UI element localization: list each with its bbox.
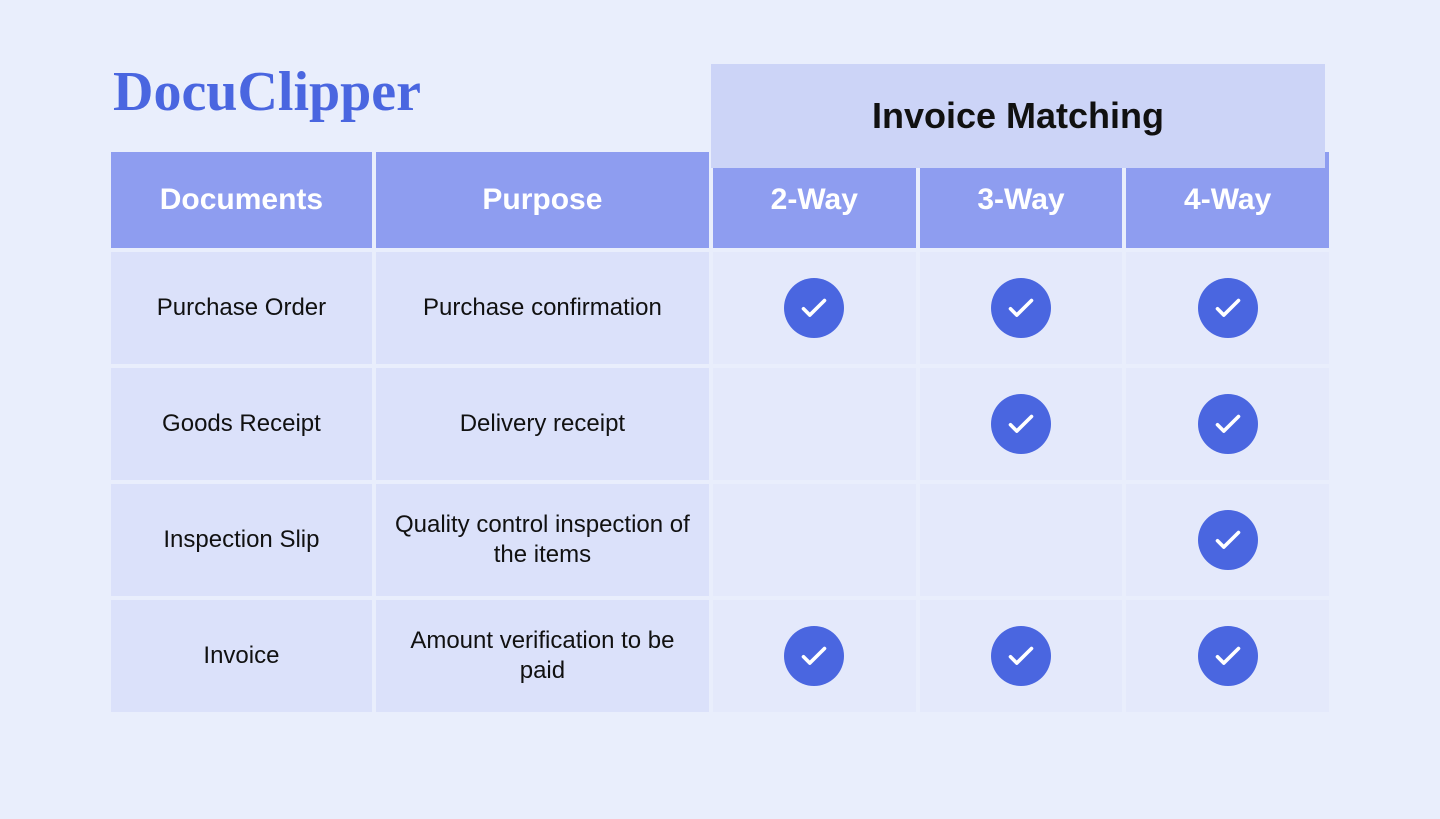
column-header-documents: Documents [111, 152, 372, 248]
invoice-matching-table: DocumentsPurpose2-Way3-Way4-Way Purchase… [107, 148, 1333, 716]
cell-two_way [713, 484, 916, 596]
check-icon [1198, 626, 1258, 686]
cell-two_way [713, 368, 916, 480]
column-header-purpose: Purpose [376, 152, 709, 248]
check-icon [1198, 510, 1258, 570]
check-icon [991, 626, 1051, 686]
check-icon [991, 394, 1051, 454]
cell-two_way [713, 252, 916, 364]
cell-three_way [920, 600, 1123, 712]
invoice-matching-header-label: Invoice Matching [872, 95, 1164, 137]
infographic-container: DocuClipper Invoice Matching DocumentsPu… [107, 64, 1333, 716]
table-row: Purchase OrderPurchase confirmation [111, 252, 1329, 364]
table-row: Inspection SlipQuality control inspectio… [111, 484, 1329, 596]
cell-documents: Purchase Order [111, 252, 372, 364]
invoice-matching-header: Invoice Matching [711, 64, 1325, 168]
check-icon [1198, 394, 1258, 454]
cell-purpose: Quality control inspection of the items [376, 484, 709, 596]
cell-four_way [1126, 484, 1329, 596]
table-body: Purchase OrderPurchase confirmationGoods… [111, 252, 1329, 712]
check-icon [784, 278, 844, 338]
cell-four_way [1126, 252, 1329, 364]
cell-four_way [1126, 368, 1329, 480]
cell-purpose: Delivery receipt [376, 368, 709, 480]
cell-documents: Invoice [111, 600, 372, 712]
cell-four_way [1126, 600, 1329, 712]
cell-documents: Goods Receipt [111, 368, 372, 480]
table-row: Goods ReceiptDelivery receipt [111, 368, 1329, 480]
cell-two_way [713, 600, 916, 712]
table-row: InvoiceAmount verification to be paid [111, 600, 1329, 712]
cell-documents: Inspection Slip [111, 484, 372, 596]
check-icon [784, 626, 844, 686]
check-icon [1198, 278, 1258, 338]
cell-three_way [920, 252, 1123, 364]
check-icon [991, 278, 1051, 338]
cell-purpose: Purchase confirmation [376, 252, 709, 364]
cell-three_way [920, 484, 1123, 596]
cell-purpose: Amount verification to be paid [376, 600, 709, 712]
cell-three_way [920, 368, 1123, 480]
